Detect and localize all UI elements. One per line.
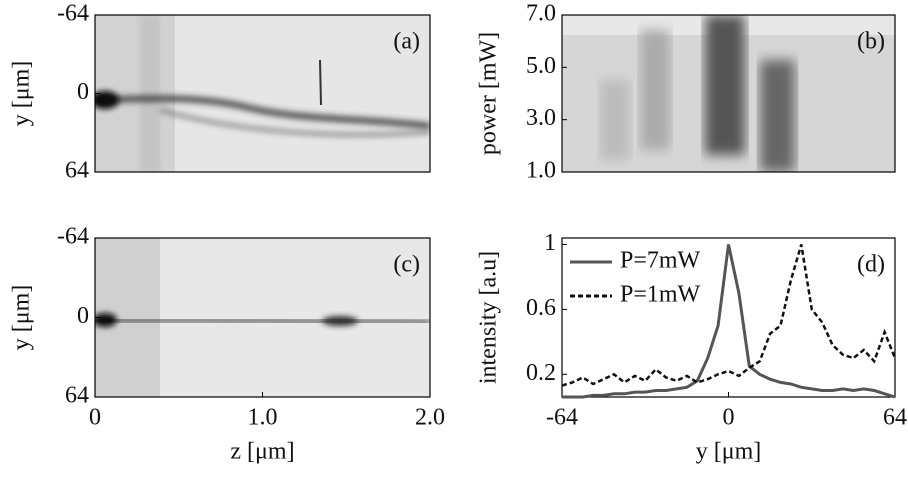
legend-label: P=7mW: [620, 248, 701, 274]
legend-label: P=1mW: [620, 282, 701, 308]
line-series: [562, 244, 896, 399]
plot-frame: [561, 14, 896, 173]
x-tick-label: 0: [723, 405, 735, 431]
panel-label: (b): [857, 29, 885, 55]
x-tick-label: 1.0: [248, 405, 278, 431]
y-tick-label: 1: [544, 230, 556, 256]
panel-label: (c): [393, 252, 420, 278]
x-axis-label: y [μm]: [696, 439, 762, 465]
y-tick-label: 0.2: [526, 360, 556, 386]
panel-label: (d): [857, 252, 885, 278]
x-axis-label: z [μm]: [230, 439, 294, 465]
y-tick-label: -64: [57, 224, 89, 250]
y-axis-label: y [μm]: [9, 285, 35, 351]
x-tick-label: 0: [89, 405, 101, 431]
x-tick-label: 64: [883, 405, 907, 431]
image-b: [562, 15, 895, 172]
y-tick-label: 0: [77, 303, 89, 329]
y-tick-label: 1.0: [526, 158, 556, 184]
y-tick-label: 0.6: [526, 295, 556, 321]
y-tick-label: 3.0: [526, 105, 556, 131]
image-a: [95, 15, 430, 172]
y-axis-label: y [μm]: [9, 61, 35, 127]
panel-label: (a): [393, 29, 420, 55]
y-tick-label: 64: [65, 383, 89, 409]
y-axis-label: power [mW]: [476, 32, 502, 155]
y-tick-label: 0: [77, 79, 89, 105]
y-tick-label: 7.0: [526, 1, 556, 27]
line-series: [561, 244, 897, 387]
y-tick-label: 5.0: [526, 53, 556, 79]
x-tick-label: -64: [546, 405, 578, 431]
y-axis-label: intensity [a.u]: [476, 251, 502, 384]
x-tick-label: 2.0: [415, 405, 445, 431]
y-tick-label: -64: [57, 1, 89, 27]
image-c: [95, 238, 430, 397]
y-tick-label: 64: [65, 158, 89, 184]
